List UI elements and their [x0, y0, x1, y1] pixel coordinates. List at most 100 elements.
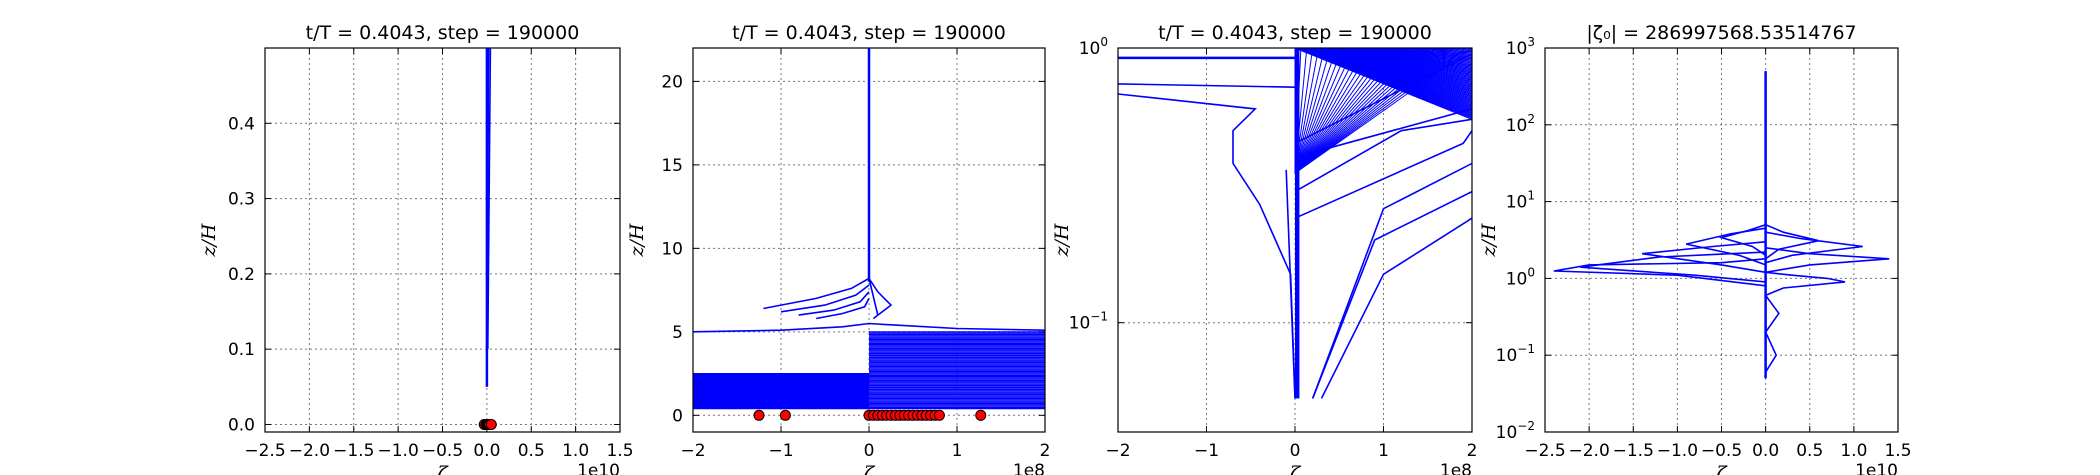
series-line	[1641, 241, 1766, 274]
x-tick-label: −2.0	[1568, 441, 1609, 461]
series-line	[1118, 83, 1296, 88]
series-line	[1294, 53, 1472, 145]
y-tick-label: 5	[672, 323, 683, 343]
x-offset-label: 1e8	[1440, 461, 1472, 475]
fan-line	[1294, 48, 1367, 174]
fan-line	[1294, 48, 1432, 174]
fan-line	[1294, 48, 1443, 174]
series-line	[1764, 331, 1778, 373]
x-offset-label: 1e10	[577, 461, 620, 475]
y-tick-exponent: −2	[1517, 419, 1535, 433]
y-tick-exponent: 3	[1527, 35, 1535, 49]
y-tick-label: 15	[661, 156, 683, 176]
fan-line	[1294, 48, 1461, 174]
series-line	[1311, 162, 1472, 399]
y-tick-label: 100	[1079, 35, 1108, 59]
axes-frame	[264, 47, 621, 433]
fan-line	[1294, 48, 1355, 174]
axes-frame	[692, 47, 1046, 433]
y-tick-label: 101	[1506, 189, 1535, 213]
x-tick-label: 0	[864, 441, 875, 461]
fan-line	[1294, 48, 1343, 174]
x-tick-label: 2	[1040, 441, 1051, 461]
axes-frame	[1117, 47, 1473, 433]
chart-title: t/T = 0.4043, step = 190000	[732, 22, 1006, 44]
x-tick-label: 1	[952, 441, 963, 461]
y-tick-label: 10−1	[1069, 310, 1108, 334]
y-tick-label: 10−1	[1496, 342, 1535, 366]
series-line	[1580, 251, 1766, 283]
series-line	[1765, 223, 1819, 260]
y-tick-base: 10	[1496, 423, 1518, 443]
fan-line	[1294, 48, 1337, 174]
x-tick-label: −2	[680, 441, 705, 461]
x-tick-label: −2	[1105, 441, 1130, 461]
x-axis-label: ζ	[1290, 463, 1302, 475]
x-tick-label: 0	[1290, 441, 1301, 461]
y-tick-exponent: 0	[1100, 35, 1108, 49]
chart-title: t/T = 0.4043, step = 190000	[306, 22, 580, 44]
plot-area	[1553, 71, 1890, 379]
fan-line	[1294, 48, 1384, 174]
chart-title: |ζ₀| = 286997568.53514767	[1586, 22, 1856, 44]
series-line	[487, 48, 492, 350]
x-tick-label: −1.5	[333, 441, 374, 461]
data-marker	[779, 409, 791, 421]
x-tick-label: −1.5	[1613, 441, 1654, 461]
y-axis-label: z/H	[198, 223, 220, 257]
x-tick-label: −2.5	[1524, 441, 1565, 461]
y-tick-label: 0.3	[228, 190, 255, 210]
y-tick-label: 0.4	[228, 114, 255, 134]
x-tick-label: 0.5	[1796, 441, 1823, 461]
data-marker	[975, 409, 987, 421]
series-line	[780, 284, 870, 313]
fan-line	[1294, 48, 1361, 174]
dense-column	[1295, 48, 1300, 399]
y-tick-base: 10	[1496, 346, 1518, 366]
y-tick-exponent: −1	[1090, 310, 1108, 324]
data-marker	[933, 409, 945, 421]
fan-line	[1294, 48, 1349, 174]
x-axis-label: ζ	[1716, 463, 1728, 475]
panel-4: −2.5 −2.0 −1.5 −1.0 −0.5 0.0 0.5 1.0 1.510−210−1…	[1478, 22, 1912, 475]
fan-line	[1294, 48, 1373, 174]
x-tick-label: 1.5	[606, 441, 633, 461]
series-line	[693, 322, 1045, 333]
x-tick-label: −0.5	[1701, 441, 1742, 461]
x-axis-label: ζ	[437, 463, 449, 475]
fan-line	[1294, 48, 1325, 174]
x-tick-label: −2.0	[289, 441, 330, 461]
series-line	[1764, 294, 1780, 333]
y-tick-base: 10	[1069, 314, 1091, 334]
x-offset-label: 1e10	[1855, 461, 1898, 475]
y-tick-base: 10	[1506, 116, 1528, 136]
fan-line	[1294, 48, 1449, 174]
series-line	[763, 277, 879, 316]
x-axis-label: ζ	[864, 463, 876, 475]
y-tick-label: 0.2	[228, 265, 255, 285]
y-tick-base: 10	[1506, 193, 1528, 213]
plot-area	[1118, 48, 1472, 399]
y-tick-label: 10	[661, 239, 683, 259]
panel-1: −2.5 −2.0 −1.5 −1.0 −0.5 0.0 0.5 1.0 1.5 0.0 0.1 0.…	[198, 22, 634, 475]
series-line	[1285, 169, 1296, 399]
y-tick-exponent: 2	[1527, 112, 1535, 126]
x-tick-label: 2	[1467, 441, 1478, 461]
y-tick-label: 103	[1506, 35, 1535, 59]
series-line	[1320, 217, 1472, 399]
plot-area	[485, 48, 492, 387]
x-tick-label: 1.0	[1840, 441, 1867, 461]
x-tick-label: −1	[1194, 441, 1219, 461]
x-tick-label: 0.0	[1752, 441, 1779, 461]
y-tick-label: 20	[661, 72, 683, 92]
chart-title: t/T = 0.4043, step = 190000	[1158, 22, 1432, 44]
plot-area	[693, 48, 1045, 410]
x-tick-label: −2.5	[244, 441, 285, 461]
fan-line	[1294, 48, 1467, 174]
series-line	[1765, 271, 1846, 297]
series-line	[816, 298, 870, 320]
series-line	[1294, 130, 1472, 219]
